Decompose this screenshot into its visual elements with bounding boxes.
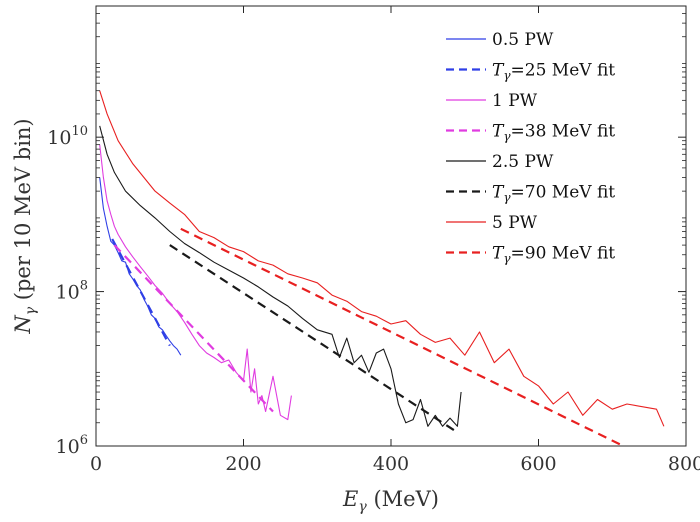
y-axis-label: Nγ (per 10 MeV bin) xyxy=(11,118,39,334)
legend-label-7: Tγ=90 MeV fit xyxy=(492,244,615,266)
legend-box xyxy=(437,22,675,270)
series-line-2 xyxy=(99,144,292,421)
x-tick-label-0: 0 xyxy=(90,453,102,475)
series-layer xyxy=(99,90,665,446)
series-line-6 xyxy=(99,90,665,427)
y-tick-label-0: 106 xyxy=(56,433,88,458)
axes-layer: 0 200 400 600 800 106 108 1010 xyxy=(47,5,700,475)
legend-label-2: 1 PW xyxy=(492,91,538,111)
legend-label-0: 0.5 PW xyxy=(492,30,554,50)
x-tick-label-3: 600 xyxy=(520,453,556,475)
legend-label-5: Tγ=70 MeV fit xyxy=(492,183,615,205)
legend-label-3: Tγ=38 MeV fit xyxy=(492,122,615,144)
x-tick-label-1: 200 xyxy=(225,453,261,475)
series-line-4 xyxy=(99,125,462,427)
series-line-5 xyxy=(169,244,459,434)
legend-label-1: Tγ=25 MeV fit xyxy=(492,61,615,83)
x-tick-label-4: 800 xyxy=(668,453,700,475)
series-line-3 xyxy=(113,244,274,413)
legend-label-4: 2.5 PW xyxy=(492,152,554,172)
series-line-7 xyxy=(180,227,624,446)
y-tick-label-2: 1010 xyxy=(47,124,88,149)
series-line-0 xyxy=(99,177,182,356)
legend-label-6: 5 PW xyxy=(492,213,538,233)
legend: 0.5 PW Tγ=25 MeV fit 1 PW Tγ=38 MeV fit 2.5 … xyxy=(437,22,675,270)
series-line-1 xyxy=(111,238,171,347)
y-tick-label-1: 108 xyxy=(56,279,88,304)
x-axis-label: Eγ (MeV) xyxy=(342,487,439,515)
x-tick-label-2: 400 xyxy=(373,453,409,475)
